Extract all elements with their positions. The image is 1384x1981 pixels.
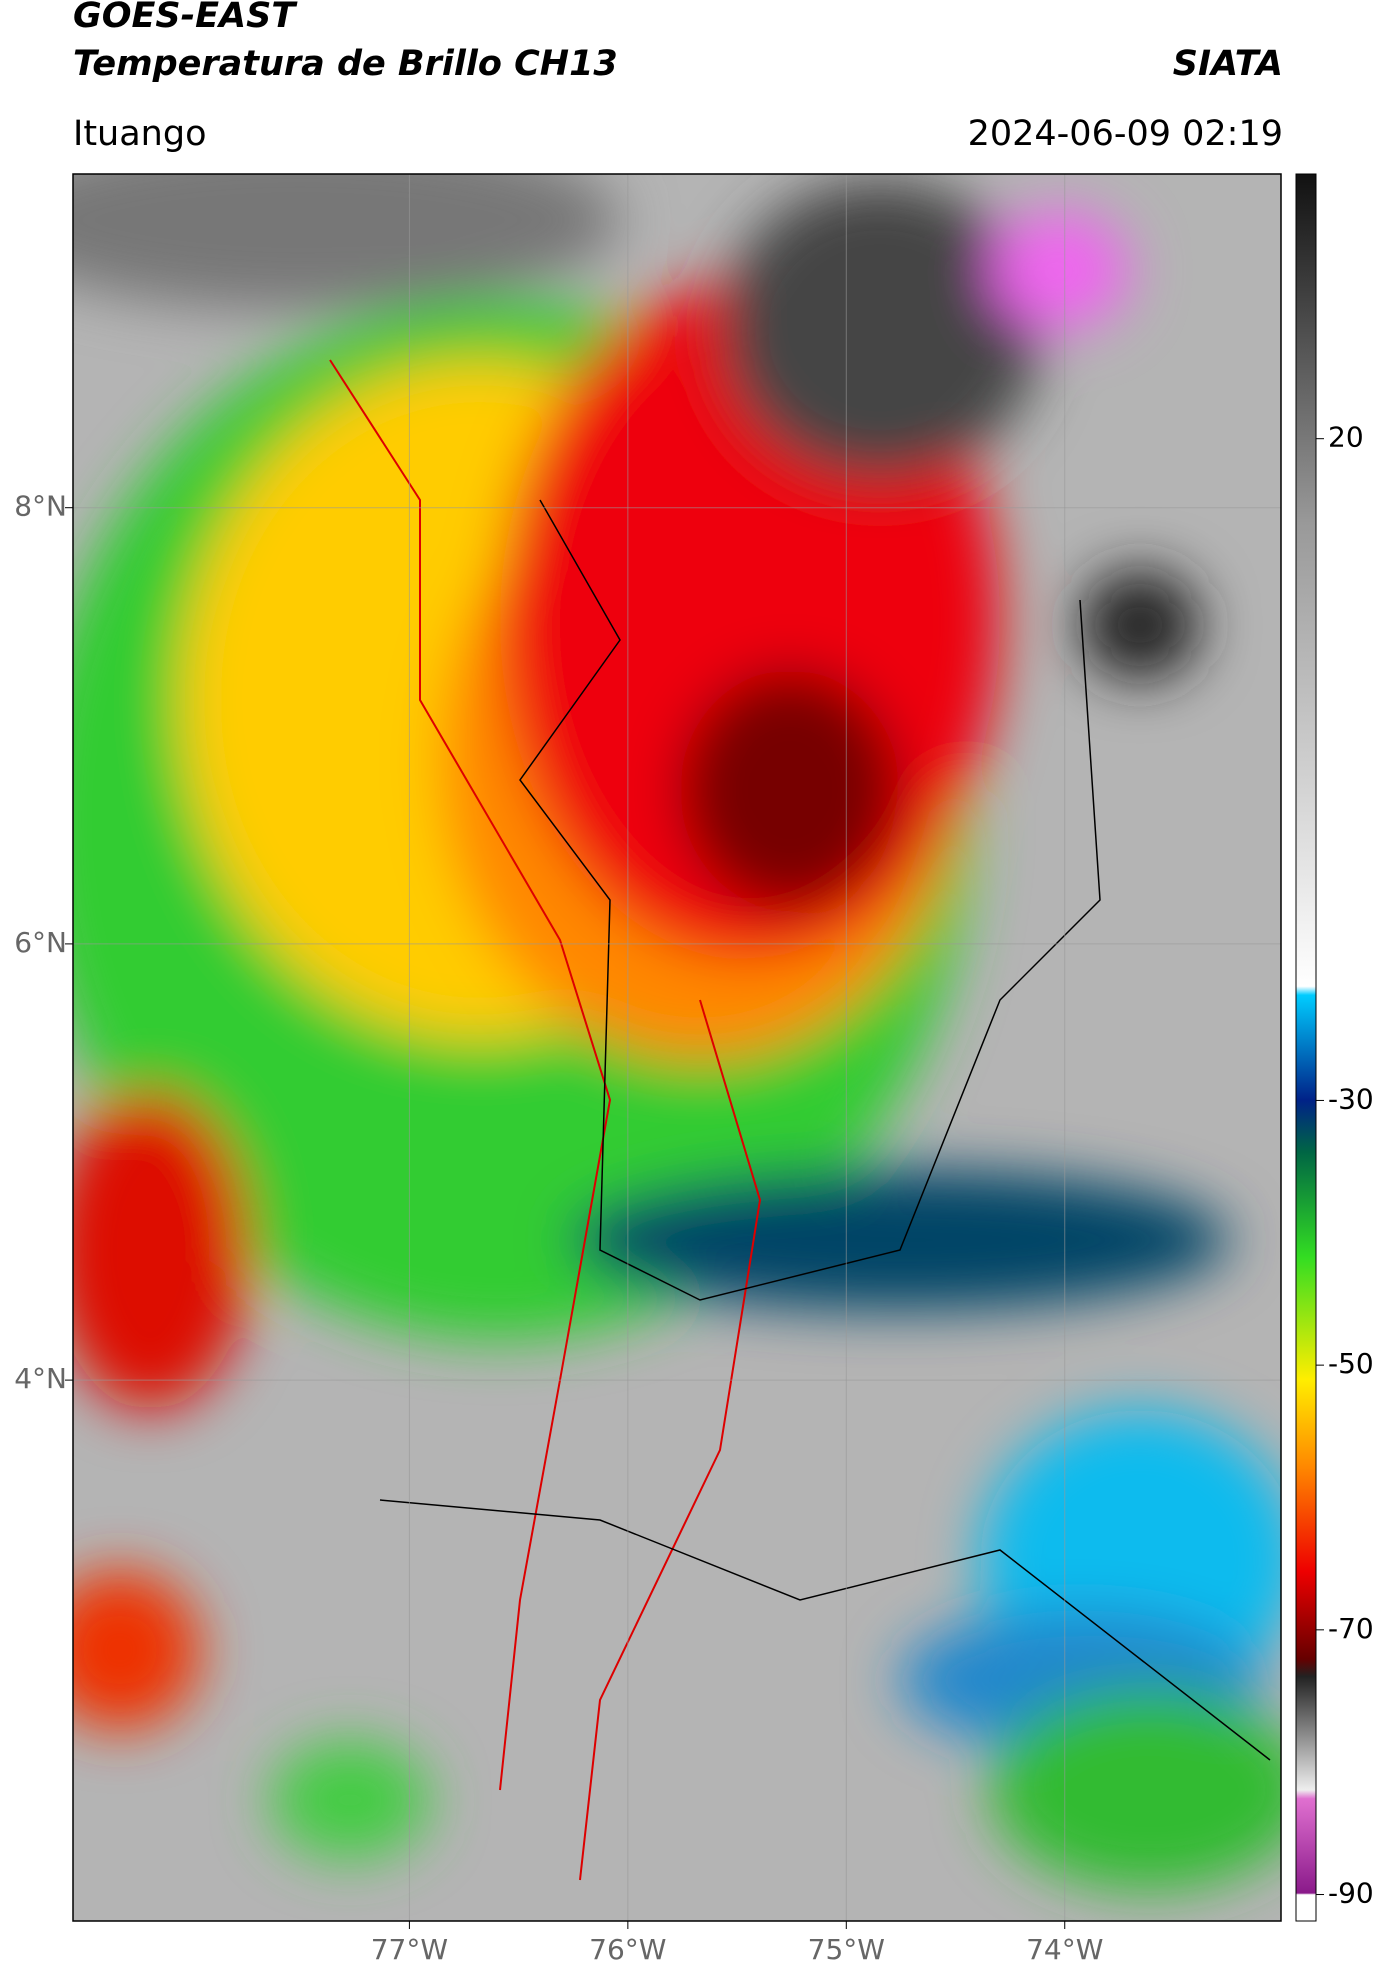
y-tick-label: 4°N <box>14 1362 67 1395</box>
colorbar-tick-label: -90 <box>1328 1877 1374 1910</box>
colorbar-tick-label: -50 <box>1328 1347 1374 1380</box>
x-tick-label: 76°W <box>589 1933 666 1966</box>
y-tick-label: 6°N <box>14 926 67 959</box>
datetime: 2024-06-09 02:19 <box>967 114 1283 154</box>
title: GOES-EAST <box>73 0 296 36</box>
x-tick-label: 74°W <box>1026 1933 1103 1966</box>
x-tick-label: 77°W <box>371 1933 448 1966</box>
colorbar-tick-label: 20 <box>1328 421 1364 454</box>
location: Ituango <box>73 114 207 154</box>
satellite-image <box>73 174 1281 1921</box>
x-tick-label: 75°W <box>808 1933 885 1966</box>
colorbar-tick-label: -30 <box>1328 1082 1374 1115</box>
y-tick-label: 8°N <box>14 490 67 523</box>
colorbar <box>1295 173 1317 1922</box>
colorbar-tick-label: -70 <box>1328 1612 1374 1645</box>
map-frame <box>72 173 1282 1922</box>
subtitle: Temperatura de Brillo CH13 <box>73 44 618 84</box>
agency: SIATA <box>1172 44 1283 84</box>
